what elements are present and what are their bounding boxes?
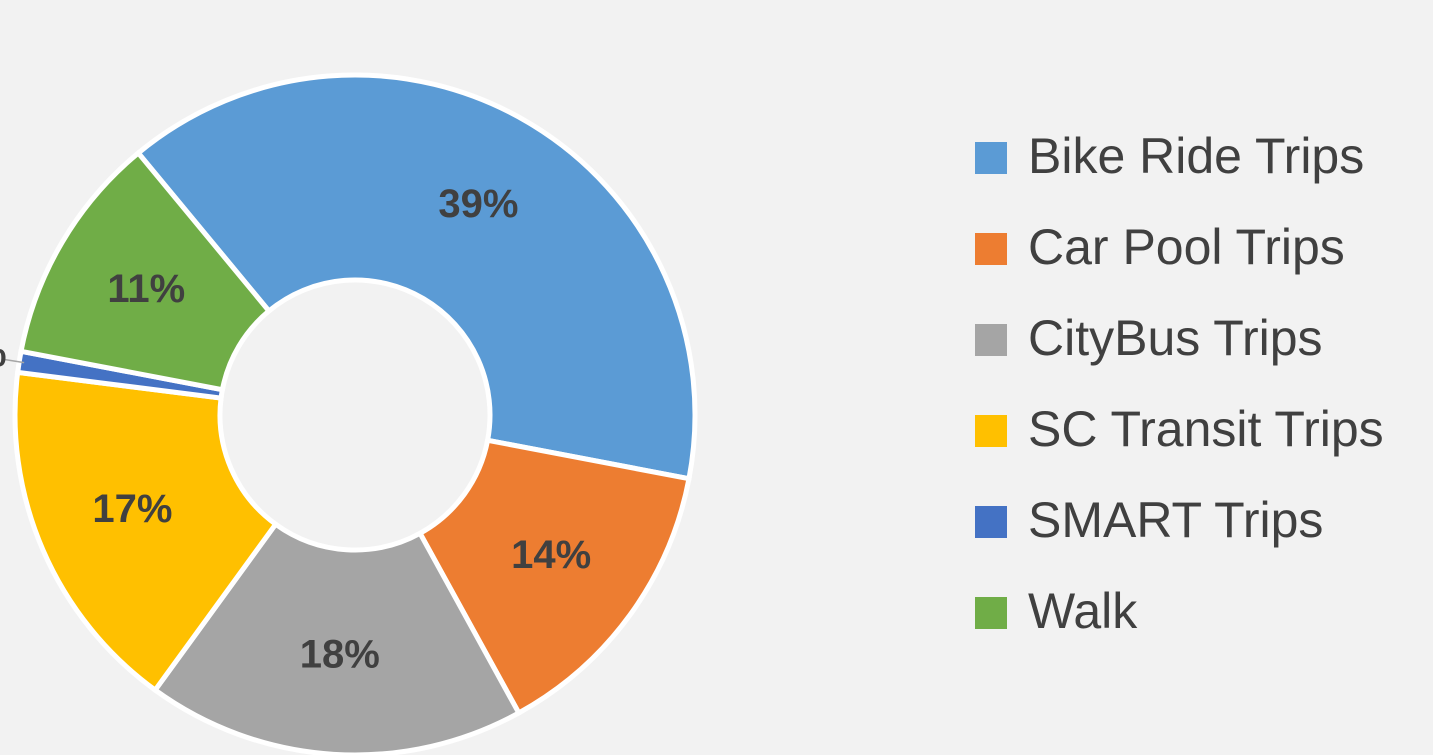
legend-label: Walk [1028, 583, 1138, 639]
legend-swatch [975, 506, 1007, 538]
legend-swatch [975, 597, 1007, 629]
data-label: 18% [300, 633, 380, 677]
legend-label: Car Pool Trips [1028, 219, 1345, 275]
legend-label: CityBus Trips [1028, 310, 1323, 366]
donut-slice [12, 369, 280, 694]
legend-swatch [975, 142, 1007, 174]
donut-slice [18, 149, 273, 393]
donut-slice [134, 72, 698, 482]
legend-swatch [975, 233, 1007, 265]
data-label: 14% [511, 533, 591, 577]
legend-swatch [975, 415, 1007, 447]
leader-line [1, 358, 25, 364]
data-label: 17% [92, 487, 172, 531]
legend-label: SC Transit Trips [1028, 401, 1384, 457]
legend-label: Bike Ride Trips [1028, 128, 1364, 184]
data-label: 1% [0, 331, 7, 375]
legend-label: SMART Trips [1028, 492, 1323, 548]
legend-swatch [975, 324, 1007, 356]
data-label: 39% [438, 182, 518, 226]
donut-slice [416, 437, 692, 717]
donut-slice [151, 520, 523, 755]
data-label: 11% [107, 267, 185, 311]
